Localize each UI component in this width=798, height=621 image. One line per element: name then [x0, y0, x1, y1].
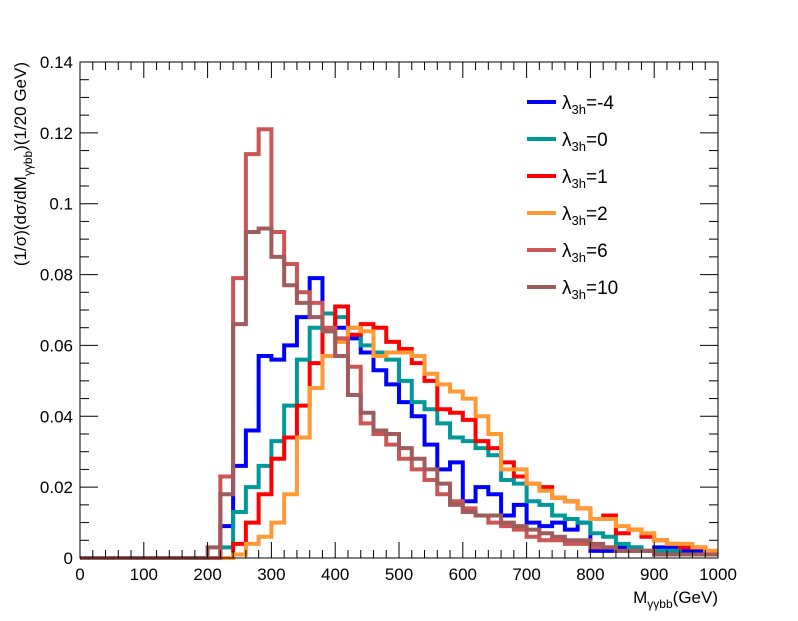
x-tick-label: 200 — [193, 565, 221, 584]
y-axis-title: (1/σ)(dσ/dMγγbb)(1/20 GeV) — [11, 62, 35, 266]
x-tick-label: 400 — [321, 565, 349, 584]
x-tick-label: 0 — [75, 565, 84, 584]
x-tick-label: 700 — [512, 565, 540, 584]
x-tick-label: 100 — [130, 565, 158, 584]
x-axis-title-main: M — [633, 588, 647, 607]
y-tick-label: 0.08 — [40, 266, 73, 285]
series-line-0 — [80, 276, 718, 560]
series-line-1 — [80, 311, 718, 560]
x-tick-label: 800 — [576, 565, 604, 584]
x-tick-label: 500 — [385, 565, 413, 584]
legend-label-4: λ3h=6 — [562, 241, 608, 265]
y-tick-label: 0.04 — [40, 407, 73, 426]
x-tick-labels: 0 100 200 300 400 500 600 700 800 900 1000 — [75, 565, 737, 584]
y-axis-title-suffix: )(1/20 GeV) — [11, 62, 30, 151]
x-tick-label: 600 — [449, 565, 477, 584]
y-tick-label: 0.14 — [40, 53, 73, 72]
y-axis-title-main: (1/σ)(dσ/dM — [11, 176, 30, 266]
x-tick-label: 900 — [640, 565, 668, 584]
axis-ticks — [79, 61, 719, 559]
y-axis-title-sub: γγbb — [21, 150, 35, 176]
legend-label-0: λ3h=-4 — [562, 93, 614, 117]
y-tick-labels: 0 0.02 0.04 0.06 0.08 0.1 0.12 0.14 — [40, 53, 73, 568]
legend: λ3h=-4 λ3h=0 λ3h=1 λ3h=2 λ3h=6 λ3h=10 — [527, 93, 618, 302]
x-axis-title-suffix: (GeV) — [673, 588, 718, 607]
y-tick-label: 0.1 — [49, 195, 73, 214]
legend-label-5: λ3h=10 — [562, 278, 618, 302]
x-axis-title: Mγγbb(GeV) — [633, 588, 718, 611]
legend-label-2: λ3h=1 — [562, 167, 608, 191]
y-tick-label: 0.02 — [40, 478, 73, 497]
x-tick-label: 1000 — [699, 565, 737, 584]
x-tick-label: 300 — [257, 565, 285, 584]
legend-label-1: λ3h=0 — [562, 130, 608, 154]
y-tick-label: 0.12 — [40, 124, 73, 143]
legend-label-3: λ3h=2 — [562, 204, 608, 228]
y-tick-label: 0 — [64, 549, 73, 568]
series-line-5 — [80, 226, 718, 560]
x-axis-title-sub: γγbb — [647, 597, 673, 611]
y-tick-label: 0.06 — [40, 336, 73, 355]
